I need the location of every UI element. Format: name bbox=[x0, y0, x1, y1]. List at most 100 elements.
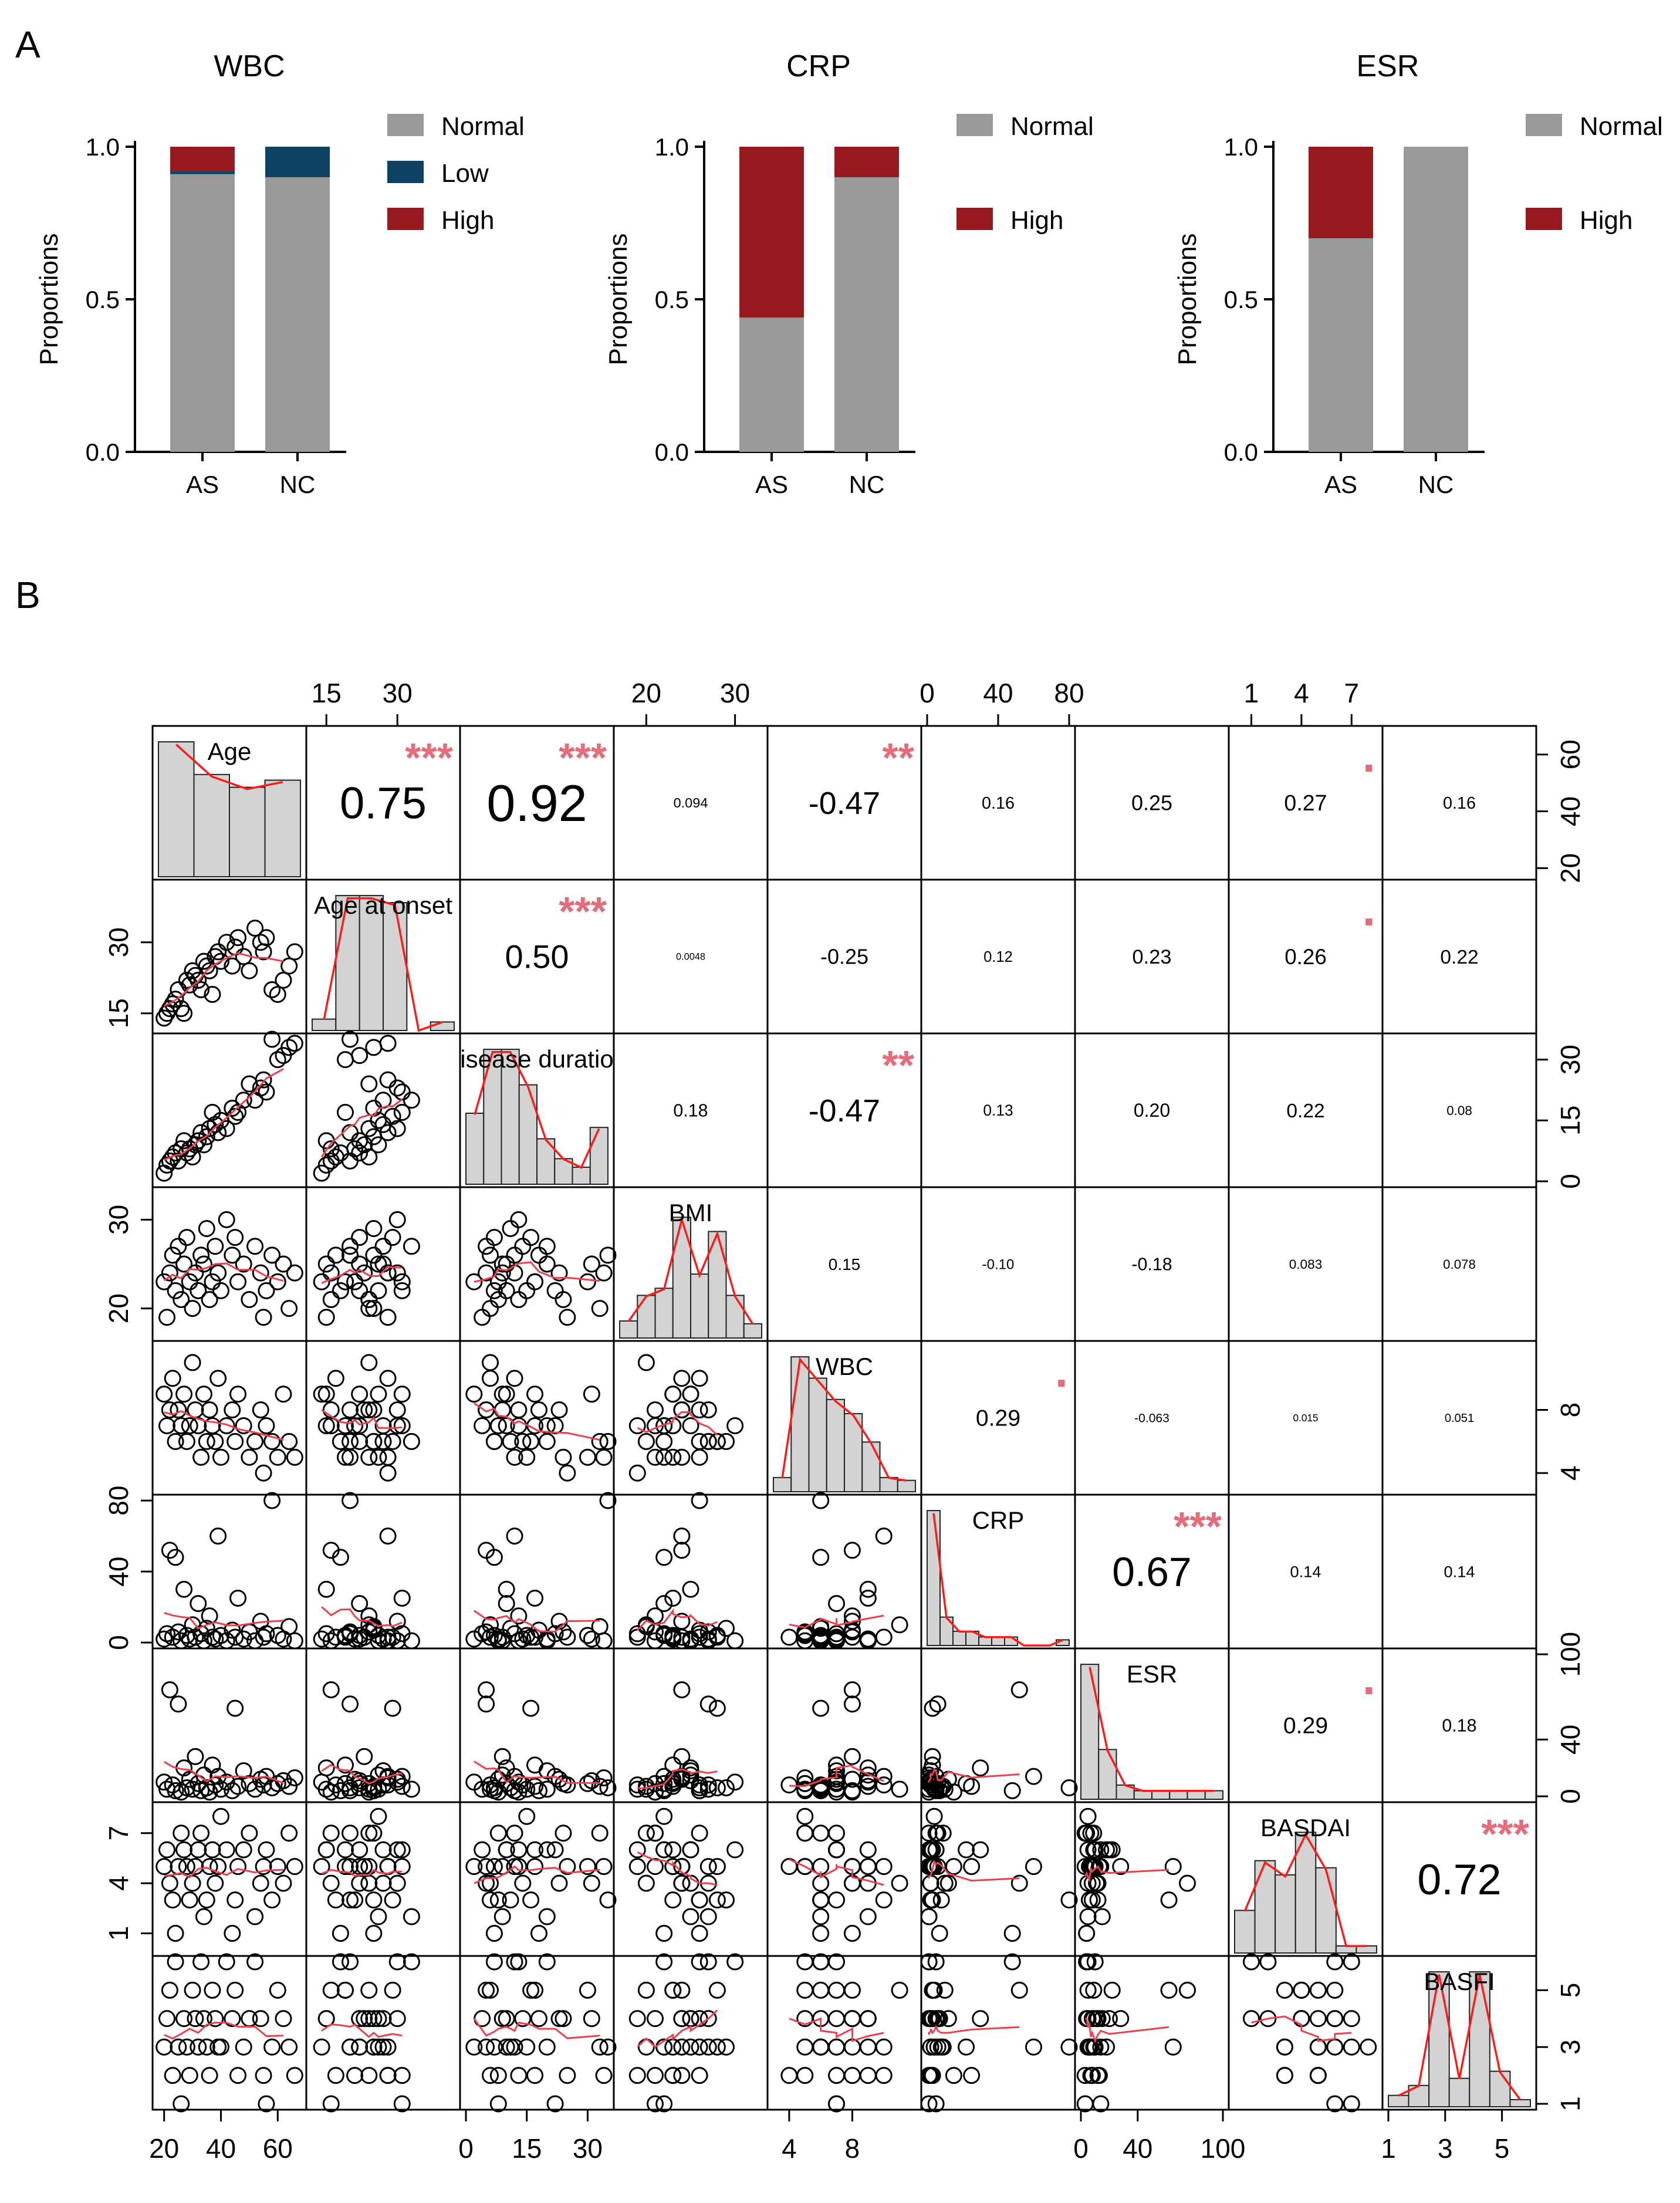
matrix-x-tick-label: 30 bbox=[383, 678, 413, 708]
scatter-point bbox=[280, 2038, 298, 2056]
scatter-point bbox=[379, 1309, 397, 1326]
scatter-point bbox=[1103, 1981, 1121, 1999]
scatter-point bbox=[922, 1874, 939, 1892]
lowess-line bbox=[163, 1761, 284, 1784]
scatter-point bbox=[156, 1773, 173, 1791]
histogram-bar bbox=[1116, 1784, 1135, 1800]
scatter-point bbox=[184, 1354, 201, 1371]
scatter-point bbox=[235, 1092, 252, 1109]
matrix-x-tick-label: 20 bbox=[631, 678, 661, 708]
scatter-point bbox=[207, 1874, 224, 1892]
scatter-point bbox=[591, 1824, 609, 1842]
bar-segment-normal bbox=[739, 317, 804, 452]
scatter-point bbox=[510, 1858, 528, 1876]
scatter-point bbox=[1326, 1953, 1344, 1971]
cell-8-8: BASFI bbox=[1381, 1955, 1537, 2111]
scatter-point bbox=[859, 2010, 877, 2028]
scatter-point bbox=[718, 1432, 735, 1450]
scatter-point bbox=[388, 2010, 406, 2028]
scatter-point bbox=[481, 1616, 499, 1634]
scatter-point bbox=[691, 1370, 708, 1387]
scatter-point bbox=[939, 2010, 957, 2028]
scatter-point bbox=[647, 2067, 664, 2084]
scatter-point bbox=[360, 1448, 378, 1466]
scatter-point bbox=[664, 1841, 682, 1859]
scatter-point bbox=[522, 1891, 540, 1909]
scatter-point bbox=[258, 1417, 275, 1434]
scatter-point bbox=[972, 1759, 989, 1777]
scatter-point bbox=[958, 1841, 975, 1859]
scatter-point bbox=[280, 1618, 298, 1636]
cell-8-5 bbox=[920, 1953, 1078, 2113]
cell-frame bbox=[1381, 1955, 1537, 2111]
scatter-point bbox=[170, 1238, 187, 1255]
scatter-point bbox=[599, 1891, 617, 1909]
scatter-point bbox=[384, 1628, 401, 1646]
scatter-point bbox=[583, 1386, 600, 1403]
lowess-line bbox=[928, 2024, 1020, 2035]
histogram-bar bbox=[1469, 1971, 1490, 2108]
lowess-line bbox=[474, 1865, 600, 1884]
scatter-point bbox=[258, 929, 275, 947]
scatter-point bbox=[173, 2095, 190, 2113]
scatter-point bbox=[628, 1841, 646, 1859]
cell-7-2 bbox=[459, 1801, 617, 1957]
scatter-point bbox=[655, 1807, 673, 1825]
cell-6-6: ESR bbox=[1074, 1647, 1230, 1803]
scatter-point bbox=[212, 1448, 229, 1466]
scatter-point bbox=[1343, 2038, 1360, 2056]
scatter-point bbox=[388, 1613, 406, 1630]
scatter-point bbox=[655, 1549, 673, 1566]
scatter-point bbox=[342, 1824, 359, 1842]
scatter-point bbox=[963, 2067, 981, 2084]
scatter-point bbox=[474, 1417, 491, 1434]
scatter-point bbox=[224, 1782, 241, 1799]
cell-0-2: 0.92*** bbox=[459, 725, 615, 881]
scatter-point bbox=[198, 1891, 215, 1909]
scatter-point bbox=[229, 1589, 247, 1607]
scatter-point bbox=[478, 1695, 495, 1713]
scatter-point bbox=[388, 1953, 406, 1971]
scatter-point bbox=[218, 934, 235, 951]
matrix-y-tick-label: 5 bbox=[1555, 1983, 1586, 1998]
scatter-point bbox=[518, 2038, 536, 2056]
scatter-point bbox=[489, 1291, 507, 1308]
scatter-point bbox=[859, 1772, 877, 1789]
correlation-value: 0.083 bbox=[1289, 1257, 1323, 1272]
scatter-point bbox=[628, 2010, 646, 2028]
scatter-point bbox=[209, 1528, 227, 1545]
scatter-point bbox=[478, 1264, 495, 1282]
scatter-point bbox=[498, 1841, 515, 1859]
scatter-point bbox=[212, 952, 229, 970]
scatter-point bbox=[655, 1625, 673, 1643]
scatter-point bbox=[891, 1780, 908, 1798]
scatter-point bbox=[255, 1309, 272, 1326]
scatter-point bbox=[365, 1824, 383, 1842]
scatter-point bbox=[579, 1627, 596, 1644]
scatter-point bbox=[843, 1981, 861, 1999]
correlation-value: 0.15 bbox=[829, 1255, 861, 1273]
matrix-x-tick-label: 15 bbox=[312, 678, 342, 708]
scatter-point bbox=[929, 1824, 947, 1842]
scatter-point bbox=[393, 1625, 411, 1643]
scatter-point bbox=[682, 1908, 699, 1925]
scatter-point bbox=[370, 2010, 387, 2028]
scatter-point bbox=[241, 1824, 258, 1842]
scatter-point bbox=[393, 1273, 411, 1290]
scatter-point bbox=[1079, 1981, 1097, 1999]
cell-7-1 bbox=[305, 1801, 461, 1957]
scatter-point bbox=[1309, 1981, 1327, 1999]
cell-1-8: 0.22 bbox=[1381, 879, 1537, 1035]
scatter-point bbox=[891, 1616, 908, 1634]
significance-stars: . bbox=[1363, 883, 1375, 935]
scatter-point bbox=[691, 1621, 708, 1639]
scatter-point bbox=[673, 1681, 691, 1698]
scatter-point bbox=[393, 1103, 411, 1121]
correlation-value: -0.18 bbox=[1131, 1255, 1172, 1275]
scatter-point bbox=[201, 1401, 218, 1419]
scatter-point bbox=[224, 957, 241, 975]
scatter-point bbox=[195, 952, 212, 970]
scatter-point bbox=[229, 1386, 247, 1403]
scatter-point bbox=[546, 2095, 564, 2113]
scatter-point bbox=[275, 1874, 292, 1892]
